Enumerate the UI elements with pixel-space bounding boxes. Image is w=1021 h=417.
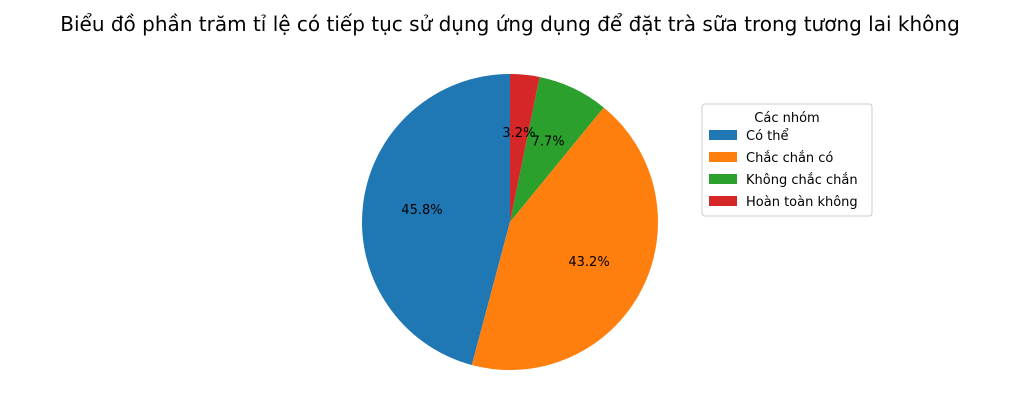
legend-label: Chắc chắn có bbox=[746, 151, 833, 166]
pie-slice bbox=[471, 107, 659, 371]
chart-title: Biểu đồ phần trăm tỉ lệ có tiếp tục sử d… bbox=[60, 12, 960, 36]
pie-slices bbox=[362, 74, 659, 371]
legend-title: Các nhóm bbox=[754, 111, 819, 126]
legend: Các nhóm Có thể Chắc chắn có Không chắc ch… bbox=[701, 103, 873, 217]
pie-slice bbox=[510, 74, 540, 222]
pie-slice bbox=[362, 74, 510, 365]
pie-percent-label: 7.7% bbox=[532, 134, 565, 149]
pie-slice bbox=[510, 76, 604, 223]
legend-label: Không chắc chắn bbox=[746, 173, 858, 188]
pie-percent-label: 43.2% bbox=[568, 255, 609, 270]
legend-entries: Có thể Chắc chắn có Không chắc chắn Hoàn to… bbox=[709, 129, 858, 210]
pie-percent-label: 3.2% bbox=[502, 126, 535, 141]
legend-swatch bbox=[709, 196, 737, 206]
pie-percent-labels: 45.8% 43.2% 7.7%3.2% bbox=[401, 126, 609, 270]
legend-label: Hoàn toàn không bbox=[746, 195, 858, 210]
legend-frame bbox=[701, 103, 873, 217]
pie-percent-label: 45.8% bbox=[401, 203, 442, 218]
legend-swatch bbox=[709, 152, 737, 162]
legend-swatch bbox=[709, 130, 737, 140]
legend-swatch bbox=[709, 174, 737, 184]
legend-label: Có thể bbox=[746, 129, 789, 144]
